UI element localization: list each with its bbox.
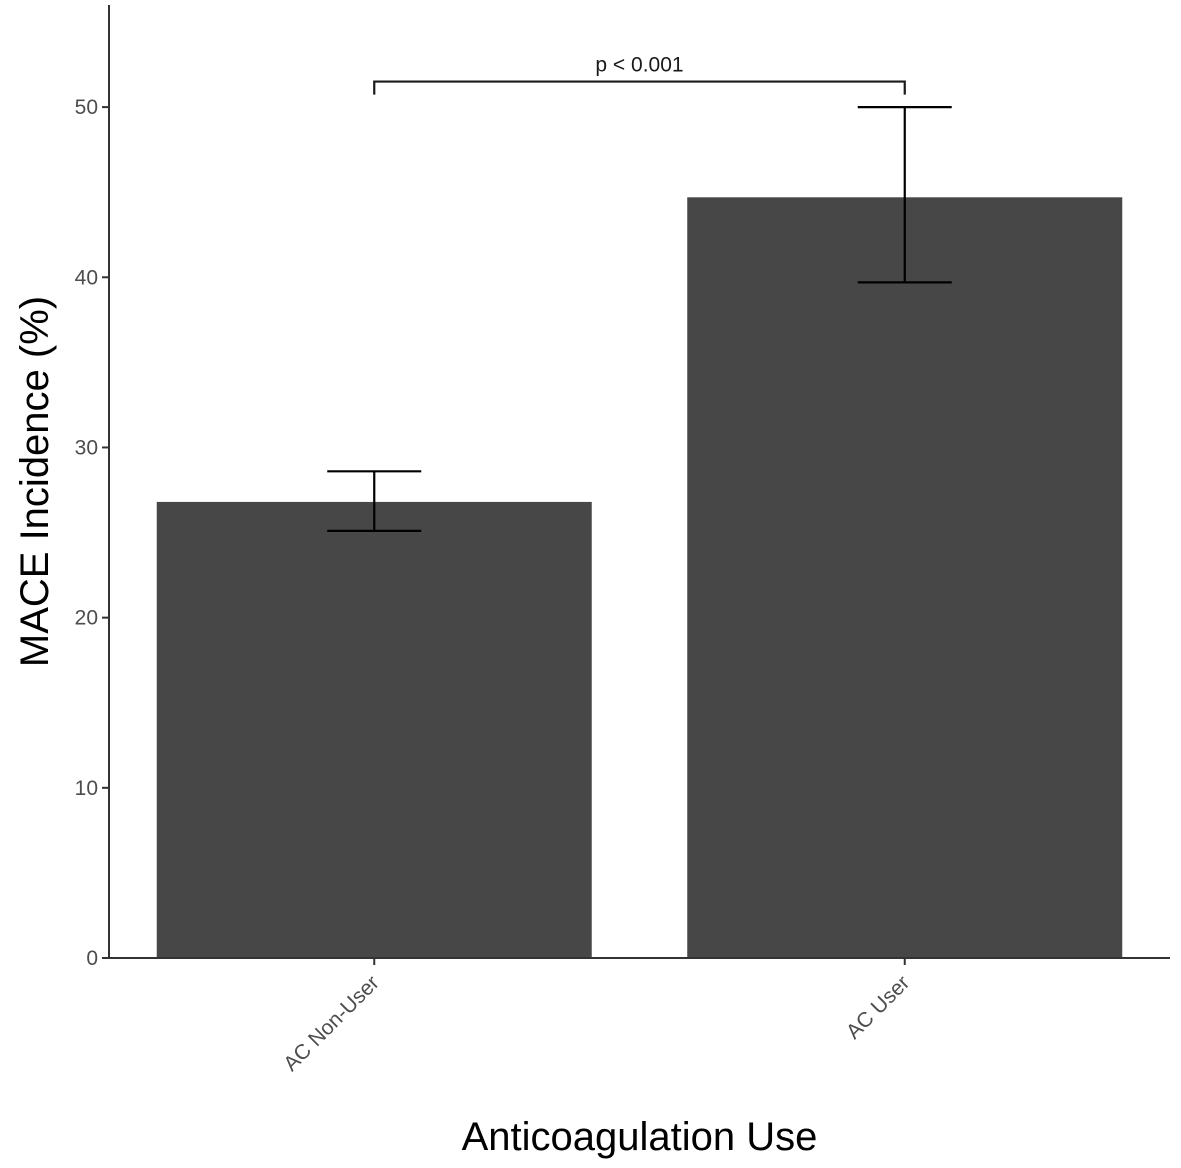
x-tick-label: AC Non-User	[279, 971, 384, 1076]
x-tick-label: AC User	[842, 971, 914, 1043]
significance-bracket	[373, 80, 906, 95]
bar-0	[156, 501, 592, 958]
significance-annotation: p < 0.001	[373, 54, 906, 95]
y-tick-label: 40	[75, 266, 98, 289]
x-axis-title: Anticoagulation Use	[462, 1115, 818, 1159]
y-tick-label: 10	[75, 777, 98, 800]
y-axis-title: MACE Incidence (%)	[13, 296, 57, 667]
y-axis-ticks: 0 10 20 30 40 50	[75, 96, 109, 970]
y-tick-label: 20	[75, 607, 98, 630]
bar-1	[687, 197, 1123, 959]
error-bar-1	[857, 106, 952, 284]
error-bars-layer	[327, 106, 952, 532]
x-axis-ticks: AC Non-User AC User	[279, 958, 914, 1076]
error-bar-0	[327, 470, 422, 532]
y-tick-label: 50	[75, 96, 98, 119]
axes	[108, 5, 1170, 959]
significance-label: p < 0.001	[595, 54, 683, 77]
y-tick-label: 0	[86, 947, 98, 970]
y-tick-label: 30	[75, 436, 98, 459]
bars-layer	[156, 197, 1123, 959]
